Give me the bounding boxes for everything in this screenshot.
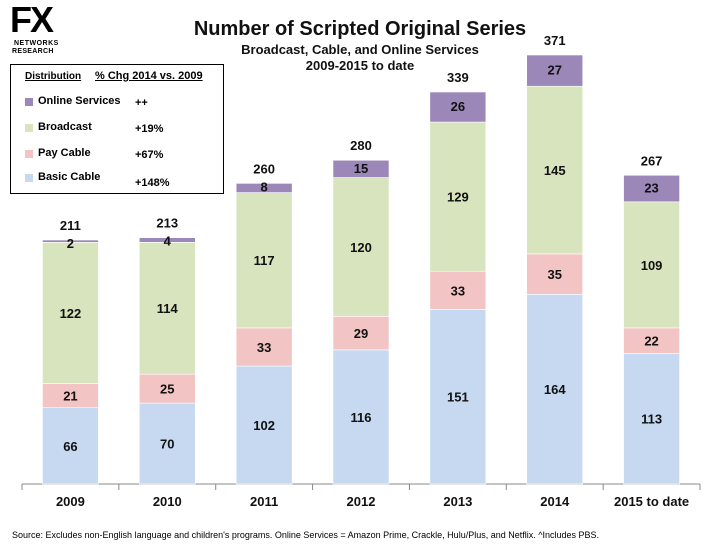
legend-box: Distribution % Chg 2014 vs. 2009 Online … (10, 64, 224, 194)
legend-label-basic-cable: Basic Cable (38, 171, 101, 183)
chart-title: Number of Scripted Original Series (193, 18, 527, 40)
total-label-2013: 339 (447, 70, 469, 85)
bar-online-services-2009 (42, 239, 99, 243)
logo-line-1: NETWORKS (14, 40, 59, 47)
logo-line-2: RESEARCH (12, 48, 54, 55)
data-label-online-services-2010: 4 (164, 234, 172, 249)
total-label-2012: 280 (350, 138, 372, 153)
bar-broadcast-2009 (42, 242, 99, 384)
bar-online-services-2011 (235, 183, 293, 193)
total-label-2010: 213 (156, 216, 178, 231)
data-label-basic-cable-2013: 151 (447, 390, 469, 405)
bar-pay-cable-2012 (332, 316, 390, 351)
bar-online-services-2014 (526, 54, 584, 87)
bar-broadcast-2010 (138, 242, 196, 375)
total-label-2014: 371 (544, 33, 566, 48)
bar-pay-cable-2015-to-date (623, 327, 680, 354)
legend-change-broadcast: +19% (135, 123, 164, 135)
legend-label-broadcast: Broadcast (38, 121, 92, 133)
x-tick-label-2015-to-date: 2015 to date (614, 494, 689, 509)
bar-basic-cable-2009 (42, 407, 99, 485)
data-label-online-services-2012: 15 (354, 161, 368, 176)
data-label-pay-cable-2015-to-date: 22 (644, 334, 658, 349)
fx-networks-research-logo: FX NETWORKS RESEARCH (8, 2, 72, 58)
legend-change-online-services: ++ (135, 97, 148, 109)
legend-header-distribution: Distribution (25, 71, 82, 82)
data-label-pay-cable-2011: 33 (257, 340, 271, 355)
data-label-online-services-2015-to-date: 23 (644, 181, 658, 196)
data-label-pay-cable-2013: 33 (451, 283, 465, 298)
logo-mark: FX (10, 0, 54, 40)
x-tick-label-2012: 2012 (347, 494, 376, 509)
x-tick-label-2011: 2011 (250, 494, 278, 509)
data-label-broadcast-2011: 117 (254, 253, 275, 268)
data-label-pay-cable-2014: 35 (547, 267, 561, 282)
bar-pay-cable-2010 (138, 373, 196, 404)
data-label-basic-cable-2012: 116 (351, 410, 372, 425)
chart-subtitle-1: Broadcast, Cable, and Online Services (241, 42, 479, 57)
x-tick-label-2013: 2013 (443, 494, 472, 509)
chart-subtitle-2: 2009-2015 to date (305, 58, 415, 73)
bar-broadcast-2012 (332, 177, 390, 317)
bar-broadcast-2013 (429, 121, 487, 272)
legend-swatch-online-services (25, 98, 33, 106)
total-label-2011: 260 (253, 161, 275, 176)
data-label-online-services-2011: 8 (261, 179, 268, 194)
bar-pay-cable-2009 (42, 383, 99, 408)
x-tick-label-2014: 2014 (540, 494, 570, 509)
data-label-pay-cable-2009: 21 (63, 389, 77, 404)
data-label-basic-cable-2010: 70 (160, 437, 174, 452)
bar-basic-cable-2013 (429, 309, 487, 485)
bar-online-services-2015-to-date (623, 174, 680, 203)
legend-swatch-basic-cable (25, 174, 33, 182)
legend-change-pay-cable: +67% (135, 149, 164, 161)
legend-label-online-services: Online Services (38, 95, 121, 107)
legend-header-change: % Chg 2014 vs. 2009 (95, 70, 203, 82)
x-tick-label-2009: 2009 (56, 494, 85, 509)
bar-online-services-2010 (138, 237, 196, 243)
data-label-basic-cable-2014: 164 (544, 382, 566, 397)
data-label-pay-cable-2010: 25 (160, 382, 174, 397)
data-label-broadcast-2015-to-date: 109 (641, 258, 663, 273)
legend-swatch-broadcast (25, 124, 33, 132)
bar-basic-cable-2012 (332, 349, 390, 485)
bar-broadcast-2015-to-date (623, 201, 680, 329)
bar-pay-cable-2014 (526, 253, 584, 295)
legend-swatch-pay-cable (25, 150, 33, 158)
source-note: Source: Excludes non-English language an… (12, 530, 599, 540)
data-label-broadcast-2013: 129 (447, 190, 469, 205)
data-label-online-services-2014: 27 (547, 63, 561, 78)
data-label-basic-cable-2015-to-date: 113 (641, 412, 662, 427)
data-label-basic-cable-2009: 66 (63, 439, 77, 454)
bar-broadcast-2014 (526, 85, 584, 255)
bar-pay-cable-2011 (235, 327, 293, 367)
data-label-online-services-2013: 26 (451, 99, 465, 114)
data-label-broadcast-2014: 145 (544, 163, 566, 178)
x-tick-label-2010: 2010 (153, 494, 182, 509)
total-label-2009: 211 (60, 218, 81, 233)
legend-label-pay-cable: Pay Cable (38, 147, 91, 159)
data-label-broadcast-2010: 114 (157, 301, 179, 316)
bar-online-services-2012 (332, 159, 390, 178)
data-label-online-services-2009: 2 (67, 236, 74, 251)
bar-basic-cable-2014 (526, 294, 584, 485)
bar-basic-cable-2015-to-date (623, 353, 680, 485)
bar-online-services-2013 (429, 91, 487, 123)
data-label-broadcast-2012: 120 (350, 240, 372, 255)
data-label-basic-cable-2011: 102 (253, 418, 275, 433)
total-label-2015-to-date: 267 (641, 153, 663, 168)
data-label-broadcast-2009: 122 (60, 306, 82, 321)
bar-broadcast-2011 (235, 192, 293, 329)
bar-basic-cable-2011 (235, 365, 293, 485)
data-label-pay-cable-2012: 29 (354, 326, 368, 341)
legend-change-basic-cable: +148% (135, 177, 170, 189)
